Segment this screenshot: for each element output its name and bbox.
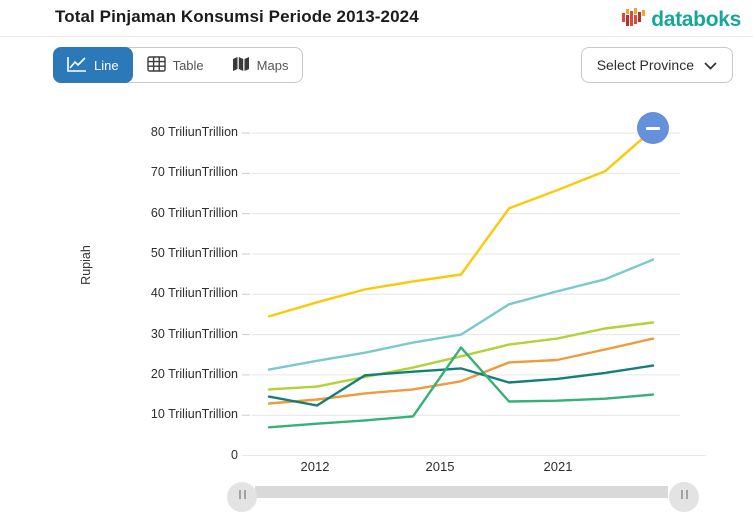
- series-green: [267, 346, 655, 429]
- x-axis-tick-label: 2021: [543, 459, 573, 474]
- y-axis-tick-label: 70 TriliunTrillion: [150, 165, 238, 180]
- minus-icon: [646, 127, 660, 130]
- series-teal: [267, 364, 655, 407]
- y-axis-tick-label: 20 TriliunTrillion: [150, 366, 238, 381]
- y-axis-tick-label: 50 TriliunTrillion: [150, 245, 238, 260]
- y-axis-tick-label: 40 TriliunTrillion: [150, 286, 238, 301]
- header: Total Pinjaman Konsumsi Periode 2013-202…: [0, 0, 753, 37]
- databoks-bars-icon: [621, 4, 647, 35]
- table-grid-icon: [146, 55, 166, 75]
- y-axis-title: Rupiah: [79, 245, 93, 285]
- y-axis-tick-label: 80 TriliunTrillion: [150, 125, 238, 140]
- series-cyan: [267, 258, 655, 371]
- databoks-logo[interactable]: databoks: [621, 4, 741, 35]
- databoks-wordmark: databoks: [651, 7, 741, 31]
- series-yellow: [267, 128, 655, 318]
- series-orange: [267, 337, 655, 405]
- tab-table-label: Table: [172, 57, 204, 73]
- select-province-label: Select Province: [596, 57, 694, 73]
- x-axis-tick-label: 2015: [425, 459, 455, 474]
- x-axis-tick-label: 2012: [300, 459, 330, 474]
- range-navigator-right-handle[interactable]: [669, 482, 699, 512]
- tab-maps-label: Maps: [256, 57, 289, 73]
- chart-annotation-minus-button[interactable]: [637, 112, 669, 145]
- select-province-dropdown[interactable]: Select Province: [580, 47, 733, 83]
- chart-view-tab-group: Line Table Maps: [53, 47, 304, 83]
- page-title: Total Pinjaman Konsumsi Periode 2013-202…: [55, 7, 419, 26]
- tab-line[interactable]: Line: [53, 47, 133, 83]
- folded-map-icon: [232, 56, 250, 75]
- grip-icon: [238, 490, 241, 499]
- range-navigator-track[interactable]: [255, 486, 668, 498]
- grip-icon: [243, 490, 246, 499]
- tab-maps[interactable]: Maps: [218, 47, 303, 83]
- y-axis-tick-label: 30 TriliunTrillion: [150, 326, 238, 341]
- tab-line-label: Line: [94, 57, 119, 73]
- grip-icon: [685, 490, 688, 499]
- grip-icon: [680, 490, 683, 499]
- line-chart-icon: [67, 56, 87, 75]
- y-axis-tick-label: 0: [231, 447, 238, 462]
- line-chart-plot: [242, 128, 706, 456]
- y-axis-tick-label: 10 TriliunTrillion: [150, 407, 238, 422]
- series-lime: [267, 321, 655, 391]
- range-navigator-left-handle[interactable]: [227, 482, 257, 512]
- y-axis-tick-label: 60 TriliunTrillion: [150, 205, 238, 220]
- tab-table[interactable]: Table: [133, 47, 218, 83]
- chevron-down-icon: [704, 57, 717, 73]
